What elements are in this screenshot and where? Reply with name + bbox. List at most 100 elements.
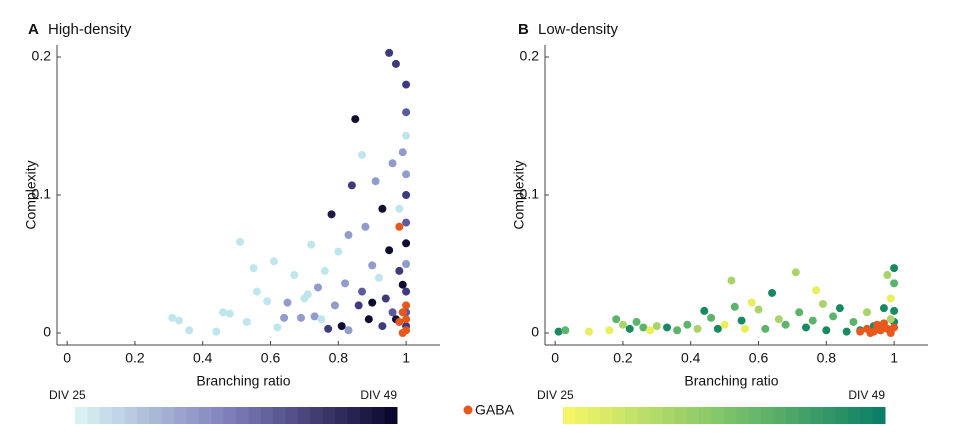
data-point (402, 108, 411, 117)
data-point (890, 306, 899, 315)
data-point (632, 317, 641, 326)
data-point (330, 301, 339, 310)
data-point (862, 308, 871, 317)
data-point (344, 326, 353, 335)
colorbar-step (75, 407, 88, 424)
colorbar-step (686, 407, 700, 424)
data-point (374, 273, 383, 282)
colorbar-low-label: DIV 25 (537, 388, 574, 402)
x-tick-label: 0 (63, 350, 71, 366)
y-tick-label: 0 (43, 324, 51, 340)
colorbar-low-label: DIV 25 (49, 388, 86, 402)
data-point (585, 327, 594, 336)
data-point (175, 316, 184, 325)
colorbar-step (236, 407, 249, 424)
data-point (351, 115, 360, 124)
colorbar-step (174, 407, 187, 424)
x-tick-label: 0.6 (749, 350, 769, 366)
data-point (700, 306, 709, 315)
colorbar-step (248, 407, 262, 424)
data-point (829, 312, 838, 321)
data-point (561, 326, 570, 335)
colorbar-step (724, 407, 737, 424)
data-point (849, 317, 858, 326)
colorbar-step (335, 407, 348, 424)
data-point (269, 257, 278, 266)
colorbar-step (748, 407, 762, 424)
colorbar-step (186, 407, 200, 424)
data-point (378, 204, 387, 213)
gaba-point (395, 222, 404, 231)
colorbar-step (149, 407, 163, 424)
colorbar-step (563, 407, 576, 424)
y-tick-label: 0.1 (520, 186, 540, 202)
data-point (730, 302, 739, 311)
y-tick-label: 0.2 (32, 48, 52, 64)
data-point (402, 218, 411, 227)
colorbar-step (359, 407, 373, 424)
colorbar-step (87, 407, 101, 424)
y-tick-label: 0.1 (32, 186, 52, 202)
data-point (344, 231, 353, 240)
data-point (371, 177, 380, 186)
data-point (740, 324, 749, 333)
data-point (358, 287, 367, 296)
colorbar-step (347, 407, 361, 424)
data-point (402, 239, 411, 248)
data-point (693, 324, 702, 333)
data-point (337, 322, 346, 331)
colorbar-step (587, 407, 601, 424)
colorbar-step (136, 407, 150, 424)
data-point (402, 191, 411, 199)
data-point (768, 288, 777, 297)
colorbar-step (198, 407, 212, 424)
data-point (683, 320, 692, 329)
colorbar-step (773, 407, 787, 424)
colorbar-step (322, 407, 336, 424)
data-point (225, 309, 234, 318)
colorbar-step (297, 407, 311, 424)
data-point (385, 246, 394, 255)
x-tick-label: 0.4 (193, 350, 213, 366)
colorbar-high-label: DIV 49 (848, 388, 885, 402)
data-point (236, 237, 245, 246)
colorbar-step (575, 407, 589, 424)
x-tick-label: 1 (402, 350, 410, 366)
colorbar-step (600, 407, 614, 424)
legend-marker (463, 405, 473, 415)
data-point (886, 294, 895, 303)
data-point (795, 308, 804, 317)
colorbar-step (699, 407, 713, 424)
x-axis-label: Branching ratio (196, 373, 290, 389)
data-point (361, 222, 370, 231)
data-point (388, 159, 397, 168)
data-point (618, 320, 627, 329)
data-point (812, 286, 821, 295)
colorbar-step (637, 407, 651, 424)
x-tick-label: 1 (890, 350, 898, 366)
data-point (612, 315, 621, 324)
panel-label: A (28, 21, 39, 38)
data-point (391, 59, 400, 68)
x-tick-label: 0.4 (681, 350, 701, 366)
data-point (663, 323, 672, 332)
data-point (713, 324, 722, 333)
data-point (761, 324, 770, 333)
colorbar-high-label: DIV 49 (360, 388, 397, 402)
data-point (324, 324, 333, 333)
data-point (395, 266, 404, 275)
colorbar-step (810, 407, 824, 424)
data-point (835, 304, 844, 313)
data-point (310, 312, 319, 321)
data-point (808, 316, 817, 325)
data-point (303, 290, 312, 299)
data-point (737, 316, 746, 325)
gaba-point (398, 328, 407, 337)
data-point (273, 323, 282, 332)
colorbar-step (223, 407, 237, 424)
colorbar-step (99, 407, 113, 424)
data-point (646, 326, 655, 335)
data-point (368, 261, 377, 270)
data-point (747, 298, 756, 307)
data-point (402, 287, 411, 296)
